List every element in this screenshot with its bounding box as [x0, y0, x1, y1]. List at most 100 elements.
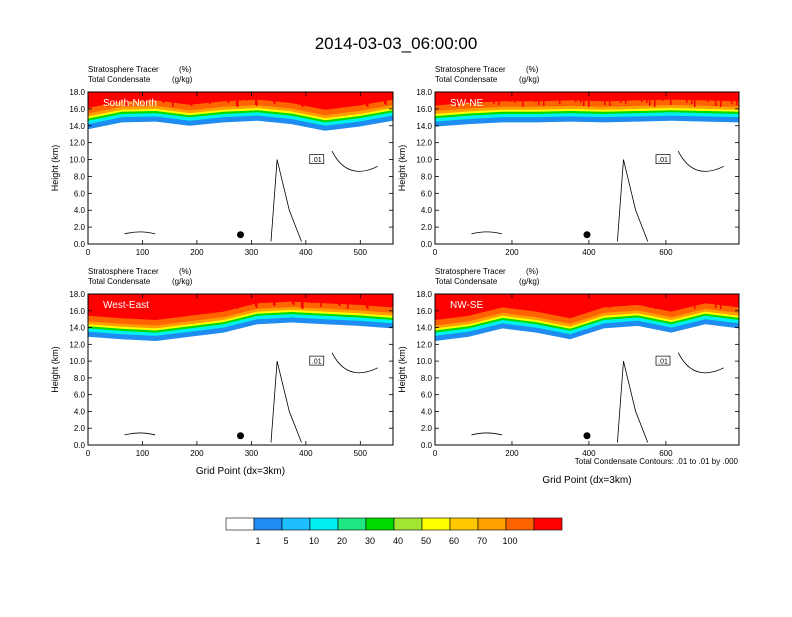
tracer-streak — [501, 92, 503, 98]
tracer-streak — [575, 92, 577, 102]
tracer-streak — [440, 294, 442, 301]
tracer-streak — [572, 92, 574, 99]
tracer-streak — [89, 92, 91, 99]
x-axis-label: Grid Point (dx=3km) — [542, 475, 631, 486]
tracer-streak — [320, 294, 322, 307]
tracer-streak — [670, 92, 672, 105]
tracer-streak — [302, 92, 304, 107]
y-tick-label: 16.0 — [69, 105, 85, 114]
y-tick-label: 8.0 — [421, 374, 433, 383]
y-tick-label: 6.0 — [421, 189, 433, 198]
tracer-streak — [348, 92, 350, 98]
colorbar-swatch — [310, 518, 338, 530]
tracer-streak — [686, 294, 688, 305]
tracer-streak — [522, 294, 524, 309]
tracer-streak — [339, 92, 341, 104]
tracer-streak — [625, 92, 627, 104]
tracer-streak — [376, 294, 378, 303]
tracer-streak — [604, 294, 606, 307]
tracer-streak — [357, 294, 359, 304]
x-tick-label: 200 — [190, 449, 204, 458]
tracer-streak — [646, 294, 648, 305]
colorbar-swatch — [282, 518, 310, 530]
x-tick-label: 200 — [190, 248, 204, 257]
tracer-streak — [348, 294, 350, 300]
tracer-streak — [731, 294, 733, 306]
colorbar-swatch — [422, 518, 450, 530]
tracer-streak — [654, 92, 656, 107]
subtitle-2: Total Condensate — [88, 277, 151, 286]
tracer-streak — [163, 294, 165, 305]
tracer-streak — [265, 294, 267, 302]
y-tick-label: 10.0 — [69, 357, 85, 366]
tracer-streak — [609, 92, 611, 106]
tracer-streak — [330, 92, 332, 100]
y-axis-label: Height (km) — [397, 145, 407, 192]
tracer-streak — [182, 294, 184, 304]
tracer-streak — [385, 294, 387, 307]
contour-label: .01 — [312, 359, 322, 366]
tracer-streak — [283, 294, 285, 300]
tracer-streak — [311, 294, 313, 303]
tracer-streak — [694, 92, 696, 107]
tracer-streak — [641, 92, 643, 102]
y-tick-label: 0.0 — [74, 240, 86, 249]
contour-label: .01 — [658, 157, 668, 164]
tracer-streak — [535, 294, 537, 304]
tracer-streak — [89, 294, 91, 301]
tracer-streak — [612, 92, 614, 99]
tracer-streak — [580, 92, 582, 103]
tracer-streak — [670, 294, 672, 307]
tracer-streak — [256, 92, 258, 106]
tracer-streak — [572, 294, 574, 301]
y-tick-label: 12.0 — [69, 139, 85, 148]
y-tick-label: 16.0 — [416, 105, 432, 114]
tracer-streak — [191, 92, 193, 106]
y-tick-label: 2.0 — [421, 223, 433, 232]
panel-nw-se: .01NW-SE0.02.04.06.08.010.012.014.016.01… — [397, 267, 739, 486]
colorbar-label: 100 — [502, 536, 517, 546]
x-tick-label: 200 — [505, 248, 519, 257]
tracer-streak — [256, 294, 258, 308]
colorbar-label: 1 — [255, 536, 260, 546]
colorbar-label: 5 — [283, 536, 288, 546]
tracer-streak — [720, 294, 722, 309]
tracer-streak — [182, 92, 184, 102]
tracer-streak — [609, 294, 611, 308]
colorbar-swatch — [366, 518, 394, 530]
tracer-streak — [657, 294, 659, 302]
tracer-streak — [694, 294, 696, 309]
tracer-streak — [596, 294, 598, 303]
tracer-streak — [367, 294, 369, 309]
tracer-streak — [691, 294, 693, 306]
subtitle-1: Stratosphere Tracer — [88, 65, 159, 74]
y-tick-label: 4.0 — [74, 407, 86, 416]
y-tick-label: 2.0 — [74, 223, 86, 232]
tracer-streak — [357, 92, 359, 102]
tracer-streak — [498, 294, 500, 307]
tracer-streak — [228, 294, 230, 305]
tracer-streak — [625, 294, 627, 306]
tracer-streak — [320, 92, 322, 105]
tracer-streak — [163, 92, 165, 103]
tracer-streak — [617, 92, 619, 100]
y-tick-label: 14.0 — [69, 324, 85, 333]
y-tick-label: 12.0 — [69, 340, 85, 349]
subtitle-2-unit: (g/kg) — [519, 75, 540, 84]
subtitle-1-unit: (%) — [179, 65, 192, 74]
tracer-streak — [715, 294, 717, 308]
marker-dot — [237, 432, 244, 439]
tracer-streak — [493, 294, 495, 306]
tracer-streak — [219, 294, 221, 301]
subtitle-1: Stratosphere Tracer — [88, 267, 159, 276]
tracer-streak — [551, 294, 553, 302]
tracer-streak — [530, 294, 532, 303]
colorbar-swatch — [506, 518, 534, 530]
tracer-streak — [731, 92, 733, 104]
colorbar-label: 60 — [449, 536, 459, 546]
tracer-streak — [633, 294, 635, 300]
tracer-streak — [514, 294, 516, 305]
tracer-streak — [654, 294, 656, 309]
y-tick-label: 8.0 — [74, 172, 86, 181]
tracer-streak — [490, 92, 492, 101]
